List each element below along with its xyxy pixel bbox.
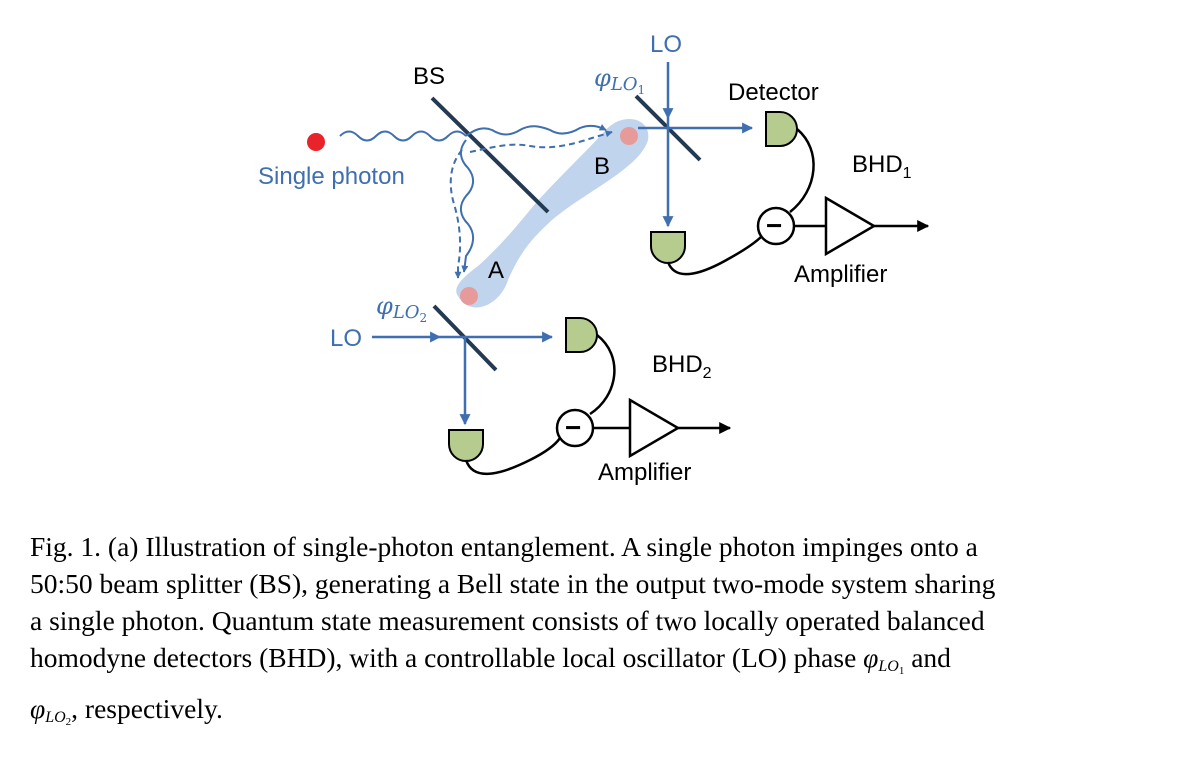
caption-phi-lo2: φLO2 [30,693,72,728]
single-photon-label: Single photon [258,163,405,190]
bhd2-detector-right [565,317,598,353]
bhd2-wire-top [589,334,616,416]
entanglement-diagram: Single photon BS B A LO φLO1 Detector − … [258,31,930,486]
bhd2-wire-bottom [464,437,562,476]
beam-splitter [430,96,550,214]
figure-caption: Fig. 1. (a) Illustration of single-photo… [30,528,1170,741]
bhd2-amplifier [628,397,681,459]
caption-phi-lo1: φLO1 [863,642,905,677]
bhd2-detector-bottom [448,429,484,462]
caption-line-2: 50:50 beam splitter (BS), generating a B… [30,568,996,599]
photon-wave-to-a [460,139,474,273]
bhd1-minus: − [766,210,782,241]
caption-line-3: a single photon. Quantum state measureme… [30,605,985,636]
mode-a-dot [460,287,478,305]
caption-line-5: φLO2, respectively. [30,693,223,728]
bhd1-detector-bottom [650,231,686,264]
bhd2-label: BHD2 [652,351,712,382]
bhd1-detector-right [765,111,798,147]
mode-b-label: B [594,153,610,180]
phi-lo1-label: φLO1 [594,64,645,97]
photon-wave-to-b [465,124,607,137]
caption-line-1: Fig. 1. (a) Illustration of single-photo… [30,531,978,562]
amplifier-2-label: Amplifier [598,459,691,486]
detector-label: Detector [728,79,819,106]
bhd1-amplifier [824,195,877,257]
lo-top-label: LO [650,31,682,58]
bhd1-wire-top [789,128,815,213]
photon-dashed-to-b [469,130,613,153]
bhd2-minus: − [565,412,581,443]
mode-a-label: A [488,257,504,284]
bs-label: BS [413,63,445,90]
incoming-photon-wave [339,130,467,142]
phi-lo2-label: φLO2 [376,292,427,325]
amplifier-1-label: Amplifier [794,261,887,288]
photon-source-dot [307,133,325,151]
mode-b-dot [620,127,638,145]
bhd1-label: BHD1 [852,151,912,182]
photon-dashed-to-a [449,149,463,279]
bhd1-wire-bottom [666,235,763,276]
entanglement-region [456,118,649,308]
caption-line-4: homodyne detectors (BHD), with a control… [30,642,951,677]
lo-left-label: LO [330,325,362,352]
